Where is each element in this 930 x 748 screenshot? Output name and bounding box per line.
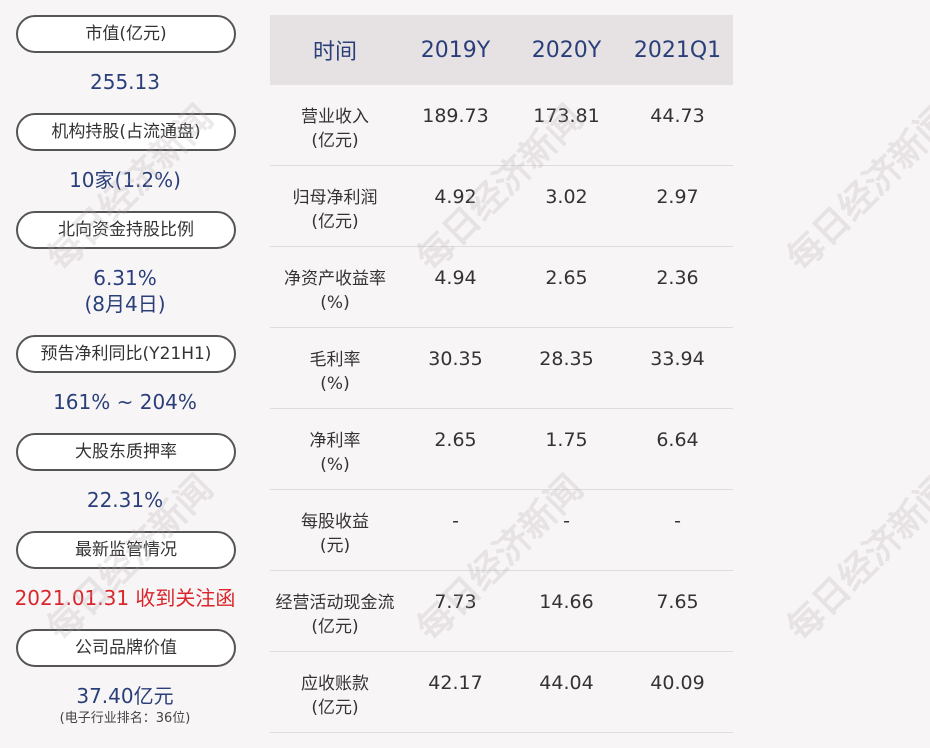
- institution-holding-value: 10家(1.2%): [69, 168, 181, 192]
- northbound-value: 6.31%: [93, 266, 157, 290]
- metric-unit: (元): [319, 536, 351, 556]
- cell-value: 2.65: [545, 267, 588, 289]
- table-header: 时间 2019Y 2020Y 2021Q1: [270, 15, 733, 85]
- table-row: 净资产收益率 (%) 4.94 2.65 2.36: [270, 247, 733, 328]
- metric-unit: (%): [320, 374, 350, 394]
- table-row: 营业收入 (亿元) 189.73 173.81 44.73: [270, 85, 733, 166]
- row-label: 每股收益 (元): [270, 490, 400, 570]
- table-row: 净利率 (%) 2.65 1.75 6.64: [270, 409, 733, 490]
- forecast-label: 预告净利同比(Y21H1): [16, 335, 236, 373]
- metric-unit: (亿元): [311, 698, 359, 718]
- watermark: 每日经济新闻: [779, 467, 930, 650]
- cell-value: 4.92: [434, 186, 477, 208]
- header-2020: 2020Y: [531, 37, 602, 63]
- cell-value: 33.94: [650, 348, 705, 370]
- row-label: 净利率 (%): [270, 409, 400, 489]
- cell-value: 1.75: [545, 429, 588, 451]
- cell-value: 2.65: [434, 429, 477, 451]
- metric-unit: (亿元): [311, 617, 359, 637]
- cell-value: 7.65: [656, 591, 699, 613]
- header-2019: 2019Y: [420, 37, 491, 63]
- cell-value: 7.73: [434, 591, 477, 613]
- metric-name: 经营活动现金流: [275, 593, 395, 613]
- pledge-label: 大股东质押率: [16, 433, 236, 471]
- cell-value: 4.94: [434, 267, 477, 289]
- regulation-label: 最新监管情况: [16, 531, 236, 569]
- cell-value: 14.66: [539, 591, 594, 613]
- cell-value: 42.17: [428, 672, 483, 694]
- metric-unit: (%): [320, 455, 350, 475]
- cell-value: -: [674, 510, 681, 532]
- table-row: 归母净利润 (亿元) 4.92 3.02 2.97: [270, 166, 733, 247]
- metric-name: 营业收入: [301, 107, 369, 127]
- table-row: 经营活动现金流 (亿元) 7.73 14.66 7.65: [270, 571, 733, 652]
- cell-value: 30.35: [428, 348, 483, 370]
- cell-value: 44.04: [539, 672, 594, 694]
- pledge-value: 22.31%: [86, 488, 164, 512]
- row-label: 营业收入 (亿元): [270, 85, 400, 165]
- market-cap-label: 市值(亿元): [16, 15, 236, 53]
- financial-table: 时间 2019Y 2020Y 2021Q1 营业收入 (亿元) 189.73 173.…: [270, 15, 733, 733]
- forecast-value: 161% ~ 204%: [53, 390, 197, 414]
- watermark: 每日经济新闻: [779, 97, 930, 280]
- cell-value: 6.64: [656, 429, 699, 451]
- metric-unit: (亿元): [311, 212, 359, 232]
- row-label: 毛利率 (%): [270, 328, 400, 408]
- cell-value: 2.97: [656, 186, 699, 208]
- metric-name: 每股收益: [301, 512, 369, 532]
- northbound-date: (8月4日): [84, 292, 166, 316]
- brand-value: 37.40亿元: [76, 684, 174, 708]
- cell-value: -: [563, 510, 570, 532]
- cell-value: 40.09: [650, 672, 705, 694]
- brand-rank-note: (电子行业排名：36位): [59, 711, 191, 726]
- cell-value: 189.73: [422, 105, 489, 127]
- cell-value: -: [452, 510, 459, 532]
- metric-unit: (%): [320, 293, 350, 313]
- row-label: 净资产收益率 (%): [270, 247, 400, 327]
- row-label: 归母净利润 (亿元): [270, 166, 400, 246]
- metric-unit: (亿元): [311, 131, 359, 151]
- cell-value: 2.36: [656, 267, 699, 289]
- metric-name: 应收账款: [301, 674, 369, 694]
- cell-value: 44.73: [650, 105, 705, 127]
- metric-name: 净资产收益率: [284, 269, 386, 289]
- row-label: 经营活动现金流 (亿元): [270, 571, 400, 651]
- metric-name: 毛利率: [309, 350, 361, 370]
- metric-name: 归母净利润: [292, 188, 378, 208]
- cell-value: 28.35: [539, 348, 594, 370]
- header-time: 时间: [312, 40, 357, 65]
- regulation-value: 2021.01.31 收到关注函: [14, 586, 236, 610]
- cell-value: 173.81: [533, 105, 600, 127]
- market-cap-value: 255.13: [90, 70, 160, 94]
- table-row: 每股收益 (元) - - -: [270, 490, 733, 571]
- brand-value-label: 公司品牌价值: [16, 629, 236, 667]
- institution-holding-label: 机构持股(占流通盘): [16, 113, 236, 151]
- left-panel: 市值(亿元) 255.13 机构持股(占流通盘) 10家(1.2%) 北向资金持…: [0, 0, 250, 748]
- northbound-label: 北向资金持股比例: [16, 211, 236, 249]
- header-2021q1: 2021Q1: [633, 37, 722, 63]
- table-row: 应收账款 (亿元) 42.17 44.04 40.09: [270, 652, 733, 733]
- row-label: 应收账款 (亿元): [270, 652, 400, 732]
- metric-name: 净利率: [309, 431, 361, 451]
- cell-value: 3.02: [545, 186, 588, 208]
- table-row: 毛利率 (%) 30.35 28.35 33.94: [270, 328, 733, 409]
